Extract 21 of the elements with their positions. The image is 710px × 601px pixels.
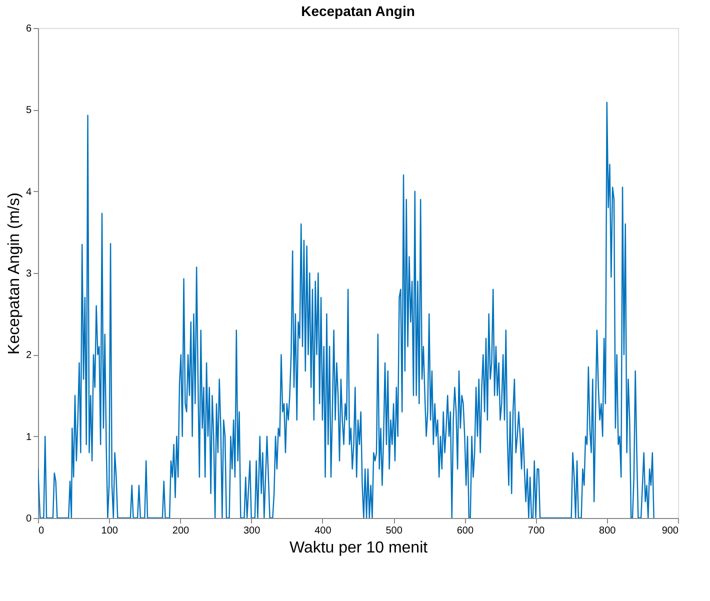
x-axis-title: Waktu per 10 menit — [289, 540, 428, 556]
y-tick-label: 6 — [26, 24, 32, 34]
x-tick-label: 700 — [528, 526, 546, 536]
x-tick-label: 600 — [456, 526, 474, 536]
y-tick-label: 1 — [26, 432, 32, 443]
x-tick-label: 100 — [101, 526, 118, 536]
y-tick-label: 2 — [26, 350, 32, 362]
x-tick-label: 200 — [172, 526, 190, 536]
y-axis-title: Kecepatan Angin (m/s) — [6, 192, 23, 354]
y-tick-label: 4 — [26, 186, 32, 198]
y-tick-label: 0 — [26, 514, 32, 524]
x-tick-label: 300 — [243, 526, 261, 536]
line-series — [38, 102, 654, 518]
x-tick-label: 500 — [386, 526, 403, 536]
x-tick-label: 800 — [599, 526, 616, 536]
chart-title: Kecepatan Angin — [301, 3, 415, 19]
x-tick-label: 400 — [314, 526, 332, 536]
y-tick-label: 5 — [26, 105, 32, 116]
x-tick-label: 0 — [38, 526, 44, 536]
y-tick-label: 3 — [26, 268, 32, 280]
x-tick-label: 900 — [662, 526, 679, 536]
